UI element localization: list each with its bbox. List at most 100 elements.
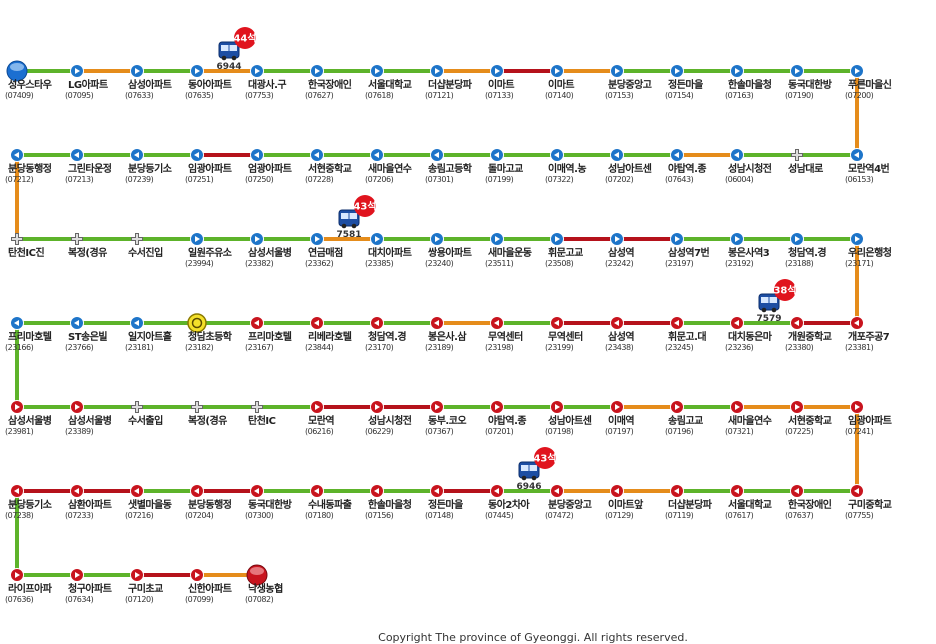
stop-label[interactable]: 임광아파트 (07251) — [185, 164, 232, 184]
stop-label[interactable]: 서울대학교 (07617) — [725, 500, 772, 520]
bus-stop-marker[interactable] — [430, 316, 444, 330]
waypoint-cross-icon[interactable] — [251, 401, 263, 413]
bus-stop-marker[interactable] — [790, 400, 804, 414]
stop-label[interactable]: 송림고등학 (07301) — [425, 164, 472, 184]
bus-icon[interactable] — [218, 41, 240, 61]
bus-stop-marker[interactable] — [10, 316, 24, 330]
bus-stop-marker[interactable] — [490, 400, 504, 414]
stop-label[interactable]: 삼성서울병 (23382) — [245, 248, 292, 268]
bus-stop-marker[interactable] — [130, 316, 144, 330]
stop-label[interactable]: 개포주공7 (23381) — [845, 332, 890, 352]
waypoint-cross-icon[interactable] — [791, 149, 803, 161]
stop-label[interactable]: 휘문고.대 (23245) — [665, 332, 707, 352]
bus-stop-marker[interactable] — [70, 484, 84, 498]
bus-stop-marker[interactable] — [490, 316, 504, 330]
bus-stop-marker[interactable] — [430, 484, 444, 498]
bus-stop-marker[interactable] — [610, 148, 624, 162]
bus-stop-marker[interactable] — [670, 316, 684, 330]
stop-label[interactable]: 성우스타우 (07409) — [5, 80, 52, 100]
stop-label[interactable]: 우리은행청 (23171) — [845, 248, 892, 268]
bus-stop-marker[interactable] — [550, 400, 564, 414]
bus-icon[interactable] — [338, 209, 360, 229]
stop-label[interactable]: 동국대한방 (07300) — [245, 500, 292, 520]
stop-label[interactable]: 프리마호텔 (23166) — [5, 332, 52, 352]
stop-label[interactable]: 야탑역.종 (07201) — [485, 416, 527, 436]
bus-stop-marker[interactable] — [370, 400, 384, 414]
stop-label[interactable]: 수서진입 — [128, 248, 163, 259]
bus-stop-marker[interactable] — [850, 232, 864, 246]
stop-label[interactable]: 청담초등학 (23182) — [185, 332, 232, 352]
stop-label[interactable]: 분당동행정 (07212) — [5, 164, 52, 184]
bus-stop-marker[interactable] — [130, 64, 144, 78]
bus-stop-marker[interactable] — [790, 316, 804, 330]
bus-stop-marker[interactable] — [250, 232, 264, 246]
stop-label[interactable]: 리베라호텔 (23844) — [305, 332, 352, 352]
bus-stop-marker[interactable] — [70, 148, 84, 162]
stop-label[interactable]: 봉은사.삼 (23189) — [425, 332, 467, 352]
stop-label[interactable]: 동아아파트 (07635) — [185, 80, 232, 100]
stop-label[interactable]: 탄천IC진 — [8, 248, 45, 259]
bus-stop-marker[interactable] — [310, 148, 324, 162]
stop-label[interactable]: 청구아파트 (07634) — [65, 584, 112, 604]
bus-stop-marker[interactable] — [670, 148, 684, 162]
bus-stop-marker[interactable] — [850, 64, 864, 78]
bus-stop-marker[interactable] — [670, 232, 684, 246]
bus-stop-marker[interactable] — [730, 400, 744, 414]
bus-stop-marker[interactable] — [370, 316, 384, 330]
bus-stop-marker[interactable] — [370, 64, 384, 78]
stop-label[interactable]: 이마트 (07140) — [545, 80, 575, 100]
stop-label[interactable]: 샛별마을동 (07216) — [125, 500, 172, 520]
stop-label[interactable]: 성남아트센 (07198) — [545, 416, 592, 436]
stop-label[interactable]: 동국대한방 (07190) — [785, 80, 832, 100]
stop-label[interactable]: 복정(경유 — [68, 248, 107, 259]
bus-stop-marker[interactable] — [430, 64, 444, 78]
bus-stop-marker[interactable] — [10, 148, 24, 162]
bus-stop-marker[interactable] — [250, 316, 264, 330]
stop-label[interactable]: 야탑역.종 (07643) — [665, 164, 707, 184]
stop-label[interactable]: 복정(경유 — [188, 416, 227, 427]
bus-stop-marker[interactable] — [190, 232, 204, 246]
stop-label[interactable]: 엄광아파트 (07250) — [245, 164, 292, 184]
bus-stop-marker[interactable] — [130, 484, 144, 498]
stop-label[interactable]: 삼성서울병 (23389) — [65, 416, 112, 436]
bus-stop-marker[interactable] — [310, 484, 324, 498]
bus-stop-marker[interactable] — [790, 64, 804, 78]
waypoint-cross-icon[interactable] — [71, 233, 83, 245]
bus-stop-marker[interactable] — [550, 64, 564, 78]
bus-stop-marker[interactable] — [610, 316, 624, 330]
stop-label[interactable]: 삼성역 (23438) — [605, 332, 635, 352]
stop-label[interactable]: 쌍용아파트 (23240) — [425, 248, 472, 268]
stop-label[interactable]: 대광사.구 (07753) — [245, 80, 287, 100]
stop-label[interactable]: 분당동행정 (07204) — [185, 500, 232, 520]
bus-icon[interactable] — [758, 293, 780, 313]
stop-label[interactable]: 대치아파트 (23385) — [365, 248, 412, 268]
stop-label[interactable]: 삼성역7번 (23197) — [665, 248, 710, 268]
bus-stop-marker[interactable] — [310, 64, 324, 78]
stop-label[interactable]: 삼성서울병 (23981) — [5, 416, 52, 436]
stop-label[interactable]: 동부.코오 (07367) — [425, 416, 467, 436]
stop-label[interactable]: 성남시청전 (06229) — [365, 416, 412, 436]
stop-label[interactable]: 탄천IC — [248, 416, 276, 427]
bus-stop-marker[interactable] — [70, 400, 84, 414]
stop-label[interactable]: ST송은빌 (23766) — [65, 332, 108, 352]
stop-label[interactable]: 삼성아파트 (07633) — [125, 80, 172, 100]
bus-stop-marker[interactable] — [610, 232, 624, 246]
stop-label[interactable]: 이매역.농 (07322) — [545, 164, 587, 184]
waypoint-cross-icon[interactable] — [11, 233, 23, 245]
stop-label[interactable]: 돌마고교 (07199) — [485, 164, 523, 184]
stop-label[interactable]: 성남대로 — [788, 164, 823, 175]
bus-stop-marker[interactable] — [430, 232, 444, 246]
bus-stop-marker[interactable] — [190, 64, 204, 78]
bus-stop-marker[interactable] — [430, 148, 444, 162]
bus-stop-marker[interactable] — [490, 484, 504, 498]
waypoint-cross-icon[interactable] — [131, 401, 143, 413]
stop-label[interactable]: 개원중학교 (23380) — [785, 332, 832, 352]
bus-stop-marker[interactable] — [190, 484, 204, 498]
end-stop-icon[interactable] — [246, 564, 268, 586]
bus-stop-marker[interactable] — [730, 484, 744, 498]
bus-stop-marker[interactable] — [190, 568, 204, 582]
stop-label[interactable]: 일지아트홀 (23181) — [125, 332, 172, 352]
waypoint-cross-icon[interactable] — [131, 233, 143, 245]
stop-label[interactable]: 수내동파출 (07180) — [305, 500, 352, 520]
stop-label[interactable]: 한국장애인 (07627) — [305, 80, 352, 100]
